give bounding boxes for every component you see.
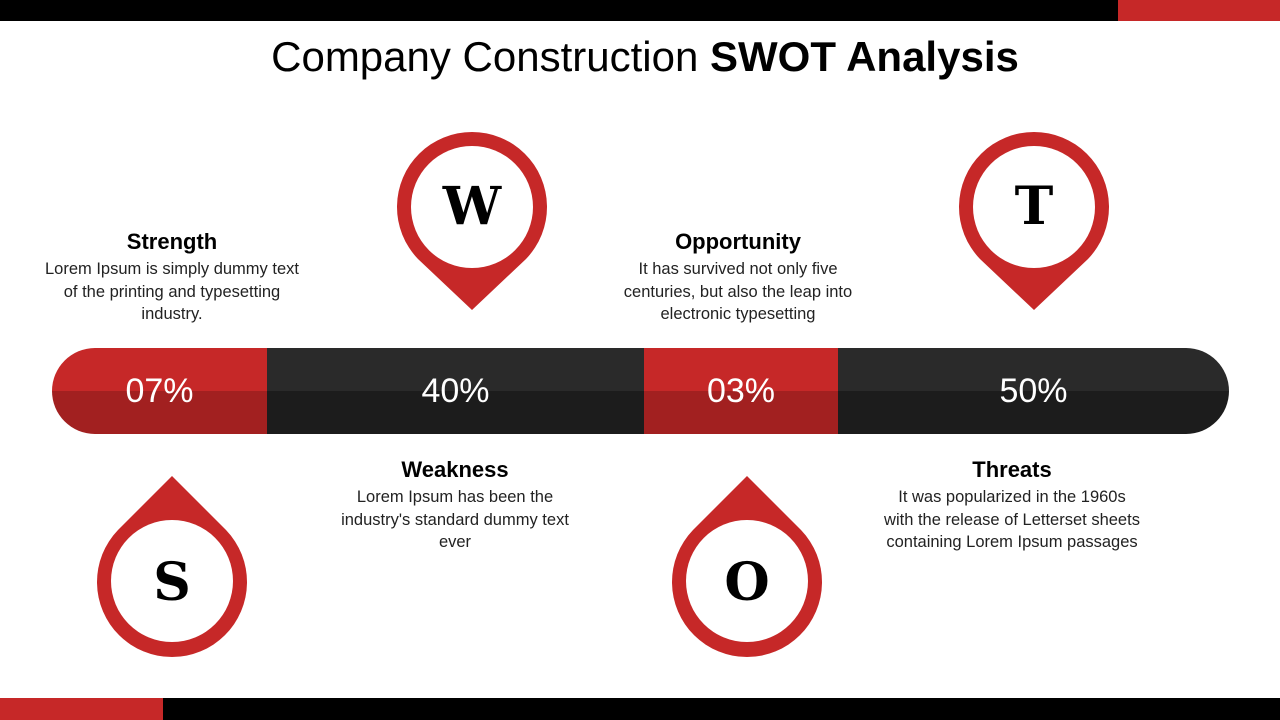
opportunity-description: It has survived not only five centuries,… <box>623 260 853 323</box>
weakness-segment: 40% <box>267 348 644 434</box>
strength-segment: 07% <box>52 348 267 434</box>
opportunity-heading: Opportunity <box>675 229 801 254</box>
weakness-letter: W <box>442 176 502 237</box>
opportunity-pin-icon <box>672 476 822 658</box>
page-title: Company Construction SWOT Analysis <box>0 31 1280 83</box>
bottom-black-bar <box>163 698 1280 720</box>
title-regular: Company Construction <box>271 33 699 80</box>
top-red-bar <box>1118 0 1280 21</box>
weakness-pin-icon <box>397 131 547 310</box>
weakness-heading: Weakness <box>401 457 509 482</box>
opportunity-letter: O <box>724 552 770 613</box>
threats-pin-icon <box>959 131 1109 310</box>
top-black-bar <box>0 0 1118 21</box>
threats-segment: 50% <box>838 348 1229 434</box>
title-bold: SWOT Analysis <box>710 33 1019 80</box>
swot-percentage-bar: 07% 40% 03% 50% <box>52 348 1229 434</box>
threats-percent: 50% <box>999 372 1068 410</box>
threats-description: It was popularized in the 1960s with the… <box>884 488 1140 551</box>
weakness-percent: 40% <box>421 372 490 410</box>
strength-letter: S <box>153 552 191 613</box>
opportunity-percent: 03% <box>706 372 776 410</box>
strength-percent: 07% <box>125 372 194 410</box>
strength-heading: Strength <box>126 229 218 254</box>
opportunity-segment: 03% <box>644 348 838 434</box>
strength-description: Lorem Ipsum is simply dummy text of the … <box>45 260 299 323</box>
threats-heading: Threats <box>972 457 1052 482</box>
weakness-description: Lorem Ipsum has been the industry's stan… <box>341 488 569 551</box>
strength-pin-icon <box>96 476 247 658</box>
threats-letter: T <box>1014 176 1054 237</box>
bottom-red-bar <box>0 698 163 720</box>
